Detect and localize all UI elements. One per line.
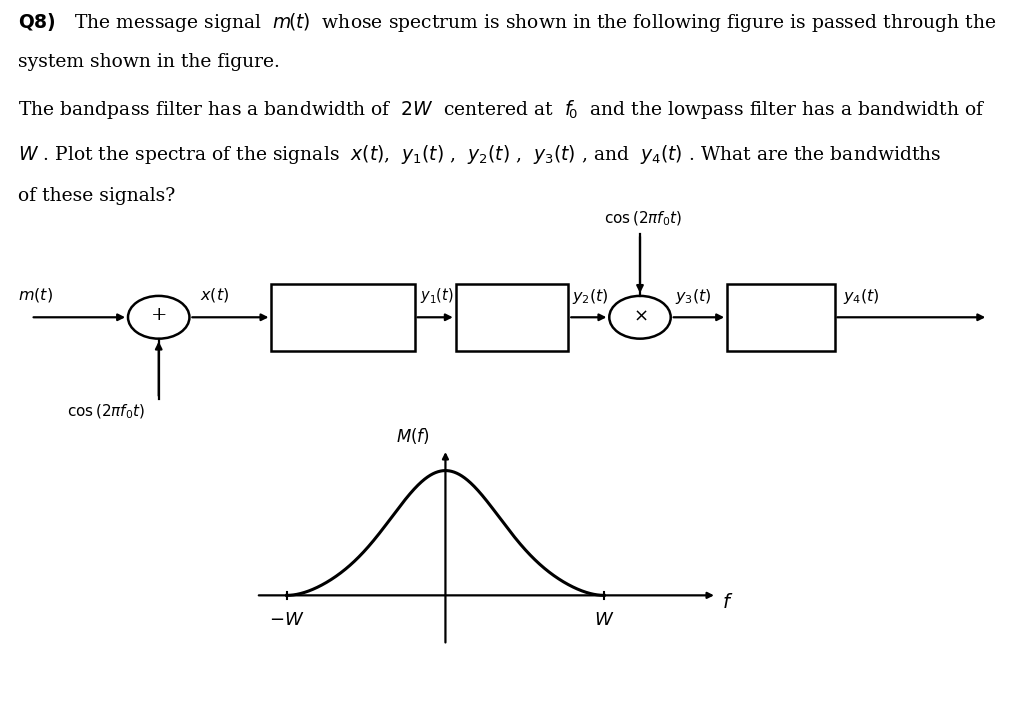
Text: Bandpass: Bandpass: [475, 300, 549, 314]
Text: $y_1(t){=}x^2(t)$: $y_1(t){=}x^2(t)$: [420, 284, 505, 306]
Text: $\cos\left(2\pi f_0 t\right)$: $\cos\left(2\pi f_0 t\right)$: [604, 210, 682, 228]
Bar: [727, 284, 835, 351]
Text: $\mathbf{Q8)}$: $\mathbf{Q8)}$: [18, 11, 56, 33]
Bar: [271, 284, 415, 351]
Text: system shown in the figure.: system shown in the figure.: [18, 53, 281, 71]
Text: $y_2(t)$: $y_2(t)$: [572, 287, 609, 306]
Text: $M(f)$: $M(f)$: [396, 426, 430, 446]
Text: Square-law: Square-law: [299, 300, 387, 314]
Text: The bandpass filter has a bandwidth of  $2W$  centered at  $f_{\!0}$  and the lo: The bandpass filter has a bandwidth of $…: [18, 98, 986, 121]
Text: device: device: [318, 320, 368, 334]
Text: $\times$: $\times$: [633, 307, 647, 325]
Text: of these signals?: of these signals?: [18, 187, 176, 205]
Text: $m(t)$: $m(t)$: [18, 287, 53, 304]
Text: $\cos\left(2\pi f_0 t\right)$: $\cos\left(2\pi f_0 t\right)$: [67, 403, 144, 421]
Text: $x(t)$: $x(t)$: [200, 287, 229, 304]
Text: $y_4(t)$: $y_4(t)$: [843, 287, 880, 306]
Text: $-W$: $-W$: [269, 611, 304, 629]
Text: $f$: $f$: [722, 593, 733, 612]
Text: +: +: [151, 306, 167, 324]
Text: $W$: $W$: [594, 611, 614, 629]
Text: Lowpass: Lowpass: [748, 300, 814, 314]
Text: $W$ . Plot the spectra of the signals  $x(t)$,  $y_1(t)$ ,  $y_2(t)$ ,  $y_3(t)$: $W$ . Plot the spectra of the signals $x…: [18, 143, 942, 165]
Bar: [456, 284, 568, 351]
Text: The message signal  $m\!\left(t\right)$  whose spectrum is shown in the followin: The message signal $m\!\left(t\right)$ w…: [74, 11, 996, 34]
Text: filter: filter: [494, 320, 530, 334]
Text: filter: filter: [762, 320, 800, 334]
Text: $y_3(t)$: $y_3(t)$: [675, 287, 712, 306]
